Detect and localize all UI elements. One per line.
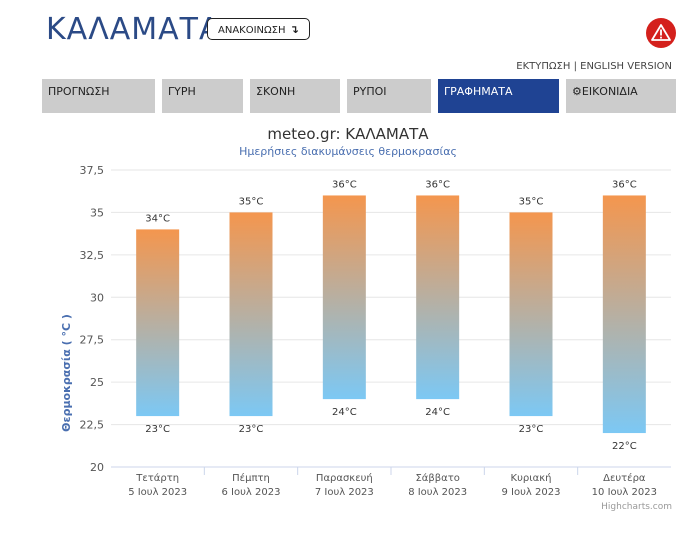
tab-pollutants[interactable]: ΡΥΠΟΙ xyxy=(347,79,431,113)
low-temp-label: 24°C xyxy=(425,407,450,418)
y-tick-label: 30 xyxy=(90,291,104,304)
high-temp-label: 34°C xyxy=(145,213,170,224)
tab-forecast[interactable]: ΠΡΟΓΝΩΣΗ xyxy=(42,79,155,113)
low-temp-label: 23°C xyxy=(145,424,170,435)
x-tick-day-label: Πέμπτη xyxy=(232,472,270,484)
y-tick-label: 27,5 xyxy=(80,334,105,347)
tab-charts[interactable]: ΓΡΑΦΗΜΑΤΑ xyxy=(438,79,559,113)
x-tick-day-label: Τετάρτη xyxy=(135,472,179,484)
temperature-range-bar[interactable] xyxy=(509,212,553,417)
announcement-button[interactable]: ΑΝΑΚΟΙΝΩΣΗ ↴ xyxy=(207,18,310,40)
warning-icon[interactable] xyxy=(646,18,676,48)
high-temp-label: 36°C xyxy=(332,179,357,190)
high-temp-label: 36°C xyxy=(612,179,637,190)
link-separator: | xyxy=(570,61,581,72)
y-tick-label: 20 xyxy=(90,461,104,474)
high-temp-label: 36°C xyxy=(425,179,450,190)
x-tick-date-label: 7 Ιουλ 2023 xyxy=(315,487,374,498)
temperature-range-bar[interactable] xyxy=(602,195,646,434)
x-tick-date-label: 5 Ιουλ 2023 xyxy=(128,487,187,498)
tab-icons[interactable]: ⚙ΕΙΚΟΝΙΔΙΑ xyxy=(566,79,676,113)
x-tick-date-label: 9 Ιουλ 2023 xyxy=(502,487,561,498)
y-tick-label: 35 xyxy=(90,206,104,219)
low-temp-label: 24°C xyxy=(332,407,357,418)
low-temp-label: 23°C xyxy=(519,424,544,435)
tab-icons-label: ΕΙΚΟΝΙΔΙΑ xyxy=(581,85,638,98)
temperature-chart: meteo.gr: ΚΑΛΑΜΑΤΑ Ημερήσιες διακυμάνσει… xyxy=(0,118,697,538)
y-tick-label: 32,5 xyxy=(80,249,105,262)
x-tick-date-label: 6 Ιουλ 2023 xyxy=(222,487,281,498)
top-links: ΕΚΤΥΠΩΣΗ | ENGLISH VERSION xyxy=(516,61,672,72)
chart-svg: meteo.gr: ΚΑΛΑΜΑΤΑ Ημερήσιες διακυμάνσει… xyxy=(60,125,672,512)
highcharts-credit[interactable]: Highcharts.com xyxy=(601,502,672,512)
x-tick-date-label: 8 Ιουλ 2023 xyxy=(408,487,467,498)
gear-icon: ⚙ xyxy=(572,85,582,98)
y-tick-label: 37,5 xyxy=(80,164,105,177)
temperature-range-bar[interactable] xyxy=(322,195,366,400)
high-temp-label: 35°C xyxy=(239,196,264,207)
temperature-range-bar[interactable] xyxy=(416,195,460,400)
low-temp-label: 22°C xyxy=(612,441,637,452)
temperature-range-bar[interactable] xyxy=(136,229,180,417)
arrow-down-icon: ↴ xyxy=(289,23,299,36)
print-link[interactable]: ΕΚΤΥΠΩΣΗ xyxy=(516,61,571,72)
x-tick-date-label: 10 Ιουλ 2023 xyxy=(592,487,657,498)
x-tick-day-label: Κυριακή xyxy=(511,472,552,484)
y-tick-label: 25 xyxy=(90,376,104,389)
chart-title: meteo.gr: ΚΑΛΑΜΑΤΑ xyxy=(267,125,429,143)
y-axis-label: Θερμοκρασία ( °C ) xyxy=(60,314,73,432)
announcement-label: ΑΝΑΚΟΙΝΩΣΗ xyxy=(218,25,286,36)
tab-dust[interactable]: ΣΚΟΝΗ xyxy=(250,79,340,113)
low-temp-label: 23°C xyxy=(239,424,264,435)
english-version-link[interactable]: ENGLISH VERSION xyxy=(580,61,672,72)
x-tick-day-label: Δευτέρα xyxy=(603,472,646,484)
chart-subtitle: Ημερήσιες διακυμάνσεις θερμοκρασίας xyxy=(239,145,457,158)
tab-pollen[interactable]: ΓΥΡΗ xyxy=(162,79,243,113)
x-tick-day-label: Σάββατο xyxy=(415,472,459,484)
x-tick-day-label: Παρασκευή xyxy=(316,472,373,484)
y-tick-label: 22,5 xyxy=(80,419,105,432)
temperature-range-bar[interactable] xyxy=(229,212,273,417)
nav-tabs: ΠΡΟΓΝΩΣΗ ΓΥΡΗ ΣΚΟΝΗ ΡΥΠΟΙ ΓΡΑΦΗΜΑΤΑ ⚙ΕΙΚ… xyxy=(42,79,676,113)
city-title: ΚΑΛΑΜΑΤΑ xyxy=(46,12,221,47)
high-temp-label: 35°C xyxy=(519,196,544,207)
